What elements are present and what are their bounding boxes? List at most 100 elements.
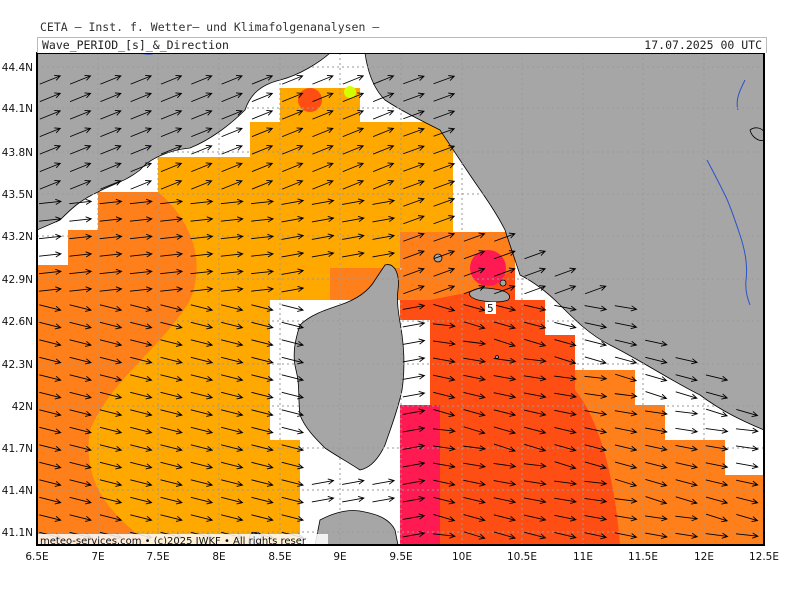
direction-arrow xyxy=(554,339,577,347)
direction-arrow xyxy=(282,75,304,85)
direction-arrow xyxy=(403,110,425,120)
direction-arrow xyxy=(614,532,638,540)
direction-arrow xyxy=(402,373,426,380)
direction-arrow xyxy=(160,496,183,505)
direction-arrow xyxy=(372,180,395,190)
direction-arrow xyxy=(584,285,607,295)
direction-arrow xyxy=(129,233,153,240)
longitude-label: 10.5E xyxy=(507,551,537,563)
direction-arrow xyxy=(584,356,607,365)
direction-arrow xyxy=(251,409,274,417)
direction-arrow xyxy=(675,391,698,400)
direction-arrow xyxy=(100,92,122,103)
direction-arrow xyxy=(584,392,608,399)
direction-arrow xyxy=(39,286,62,293)
direction-arrow xyxy=(433,75,456,85)
direction-arrow xyxy=(312,110,334,120)
direction-arrow xyxy=(39,339,62,347)
direction-arrow xyxy=(221,110,243,120)
direction-arrow xyxy=(99,356,123,365)
latitude-label: 42.9N xyxy=(2,274,33,286)
direction-arrow xyxy=(705,479,729,487)
direction-arrow xyxy=(251,268,275,275)
direction-arrow xyxy=(645,356,668,365)
direction-arrow xyxy=(281,514,305,522)
latitude-label: 43.2N xyxy=(2,231,33,243)
direction-arrow xyxy=(615,478,638,488)
direction-arrow xyxy=(281,233,305,240)
direction-arrow xyxy=(645,461,668,470)
direction-arrow xyxy=(69,356,92,365)
direction-arrow xyxy=(69,444,92,452)
direction-arrow xyxy=(39,110,62,120)
direction-arrow xyxy=(251,391,274,400)
direction-arrow xyxy=(554,392,577,399)
direction-arrow xyxy=(39,496,62,505)
direction-arrow xyxy=(160,444,183,452)
direction-arrow xyxy=(190,409,214,417)
direction-arrow xyxy=(493,321,517,330)
direction-arrow xyxy=(342,216,365,223)
direction-arrow xyxy=(160,198,184,205)
direction-arrow xyxy=(342,198,365,205)
direction-arrow xyxy=(705,427,729,434)
land xyxy=(37,53,764,545)
direction-arrow xyxy=(221,356,244,365)
direction-arrow xyxy=(312,145,334,155)
direction-arrow xyxy=(130,75,153,85)
direction-arrow xyxy=(311,251,335,258)
direction-arrow xyxy=(191,75,213,85)
direction-arrow xyxy=(221,127,243,138)
direction-arrow xyxy=(130,479,153,487)
direction-arrow xyxy=(402,478,426,485)
direction-arrow xyxy=(554,267,577,277)
direction-arrow xyxy=(282,110,304,120)
direction-arrow xyxy=(99,216,123,223)
direction-arrow xyxy=(463,426,486,435)
direction-arrow xyxy=(403,145,425,155)
direction-arrow xyxy=(69,321,92,330)
direction-arrow xyxy=(39,304,62,312)
direction-arrow xyxy=(39,162,62,173)
latitude-label: 44.1N xyxy=(2,103,33,115)
direction-arrow xyxy=(221,75,243,85)
direction-arrow xyxy=(39,75,62,85)
direction-arrow xyxy=(281,321,305,330)
direction-arrow xyxy=(99,268,123,275)
direction-arrow xyxy=(130,496,153,505)
direction-arrow xyxy=(130,409,153,417)
direction-arrow xyxy=(463,409,486,417)
direction-arrow xyxy=(493,304,517,312)
direction-arrow xyxy=(282,162,304,173)
direction-arrow xyxy=(584,427,608,435)
direction-arrow xyxy=(160,339,183,347)
direction-arrow xyxy=(190,321,214,330)
direction-arrow xyxy=(494,232,516,242)
direction-arrow xyxy=(372,145,395,155)
direction-arrow xyxy=(554,375,578,382)
direction-arrow xyxy=(372,478,396,485)
direction-arrow xyxy=(281,409,305,417)
direction-arrow xyxy=(251,110,274,120)
direction-arrow xyxy=(523,304,547,312)
direction-arrow xyxy=(584,339,608,347)
direction-arrow xyxy=(69,339,92,347)
direction-arrow xyxy=(342,145,365,155)
direction-arrow xyxy=(463,462,487,469)
direction-arrow xyxy=(403,75,425,85)
direction-arrow xyxy=(220,216,244,223)
direction-arrow xyxy=(433,513,456,523)
direction-arrow xyxy=(282,145,304,155)
direction-arrow xyxy=(281,479,305,487)
direction-arrow xyxy=(221,339,244,347)
direction-arrow xyxy=(39,92,62,103)
direction-arrow xyxy=(99,479,123,487)
direction-arrow xyxy=(372,496,396,503)
direction-arrow xyxy=(251,321,274,330)
direction-arrow xyxy=(312,75,334,85)
longitude-label: 10E xyxy=(452,551,472,563)
direction-arrow xyxy=(190,216,214,223)
direction-arrow xyxy=(523,497,547,505)
direction-arrow xyxy=(614,427,638,435)
direction-arrow xyxy=(69,496,92,505)
